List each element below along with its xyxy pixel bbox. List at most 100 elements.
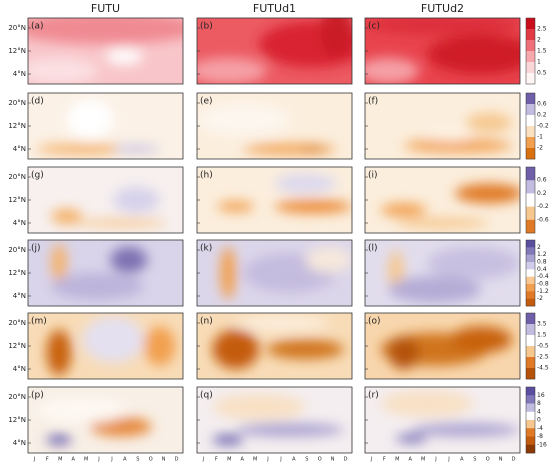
y-tick-label: 4°N	[13, 145, 26, 153]
panel	[365, 18, 520, 84]
contour-blob	[266, 339, 345, 360]
contour-blob	[90, 416, 152, 437]
colorbar-label: 0.8	[537, 259, 547, 266]
panel	[197, 18, 352, 84]
contour-blob	[305, 246, 352, 273]
contour-blob	[74, 219, 168, 228]
contour-blob	[110, 246, 148, 273]
colorbar-segment	[526, 148, 535, 160]
panel-label: (f)	[368, 97, 378, 107]
colorbar-label: 0.5	[537, 70, 547, 77]
contour-blob	[35, 396, 129, 424]
contour-field	[51, 243, 148, 300]
month-label: M	[421, 457, 425, 463]
panel-label: (n)	[200, 317, 213, 327]
contour-blob	[403, 139, 513, 153]
month-label: O	[318, 457, 322, 463]
y-tick-label: 20°N	[8, 319, 26, 327]
month-label: S	[473, 457, 476, 463]
panel	[28, 387, 183, 453]
panel	[365, 313, 520, 379]
colorbar-segment	[526, 387, 535, 396]
month-label: A	[71, 457, 75, 463]
colorbar-segment	[526, 51, 535, 63]
colorbar-label: 0.6	[537, 101, 547, 108]
contour-blob	[365, 18, 520, 35]
colorbar-label: -8	[537, 433, 543, 440]
panel	[28, 313, 183, 379]
colorbar-segment	[526, 93, 535, 105]
colorbar-segment	[526, 206, 535, 221]
colorbar-segment	[526, 444, 535, 454]
colorbar-label: -0.8	[537, 281, 549, 288]
colorbar-segment	[526, 18, 535, 30]
month-label: M	[227, 457, 231, 463]
contour-field	[212, 393, 345, 445]
column-title: FUTUd1	[253, 2, 296, 15]
month-label: N	[162, 457, 166, 463]
contour-blob	[28, 18, 183, 45]
colorbar-segment	[526, 276, 535, 285]
column-title: FUTU	[91, 2, 120, 15]
y-tick-label: 12°N	[8, 416, 26, 424]
colorbar-label: 8	[537, 400, 541, 407]
colorbar-label: 3.5	[537, 321, 547, 328]
panel	[28, 240, 183, 306]
colorbar-label: -2	[537, 145, 543, 152]
colorbar-label: -4	[537, 425, 543, 432]
colorbar-label: -2.5	[537, 354, 549, 361]
colorbar-frame	[525, 239, 536, 307]
contour-blob	[235, 423, 345, 437]
contour-blob	[380, 390, 474, 417]
contour-field	[28, 18, 183, 84]
colorbar-label: 2	[537, 37, 541, 44]
month-label: J	[202, 457, 204, 463]
contour-blob	[113, 186, 160, 214]
colorbar-frame	[525, 92, 536, 160]
contour-blob	[465, 112, 513, 133]
panel	[197, 387, 352, 453]
colorbar-segment	[526, 247, 535, 255]
month-label: J	[266, 457, 268, 463]
month-label: N	[331, 457, 335, 463]
contour-blob	[51, 243, 67, 283]
contour-blob	[220, 246, 236, 300]
y-tick-label: 4°N	[13, 70, 26, 78]
y-tick-label: 20°N	[8, 246, 26, 254]
colorbar-segment	[526, 395, 535, 404]
contour-blob	[197, 102, 290, 136]
panel	[365, 240, 520, 306]
contour-field	[380, 183, 520, 229]
contour-field	[380, 326, 513, 370]
colorbar-label: -0.2	[537, 203, 549, 210]
colorbar-segment	[526, 357, 535, 369]
y-tick-label: 4°N	[13, 292, 26, 300]
month-label: M	[84, 457, 88, 463]
panel	[197, 167, 352, 233]
month-label: F	[215, 457, 218, 463]
colorbar-segment	[526, 436, 535, 446]
contour-blob	[51, 273, 145, 300]
contour-blob	[28, 57, 98, 84]
colorbar-segment	[526, 346, 535, 358]
contour-blob	[212, 393, 306, 420]
column-title: FUTUd2	[421, 2, 464, 15]
colorbar-label: -1	[537, 134, 543, 141]
contour-blob	[388, 336, 420, 370]
month-label: F	[383, 457, 386, 463]
panel-label: (k)	[200, 244, 212, 254]
y-tick-label: 12°N	[8, 47, 26, 55]
contour-blob	[450, 326, 513, 353]
y-tick-label: 12°N	[8, 122, 26, 130]
month-label: J	[279, 457, 281, 463]
month-label: N	[499, 457, 503, 463]
colorbar-segment	[526, 254, 535, 263]
colorbar-label: 0.4	[537, 266, 547, 273]
contour-blob	[217, 201, 255, 212]
colorbar-label: 1.5	[537, 332, 547, 339]
colorbar-label: -0.2	[537, 123, 549, 130]
colorbar-segment	[526, 193, 535, 207]
colorbar-segment	[526, 62, 535, 74]
contour-blob	[427, 130, 474, 142]
